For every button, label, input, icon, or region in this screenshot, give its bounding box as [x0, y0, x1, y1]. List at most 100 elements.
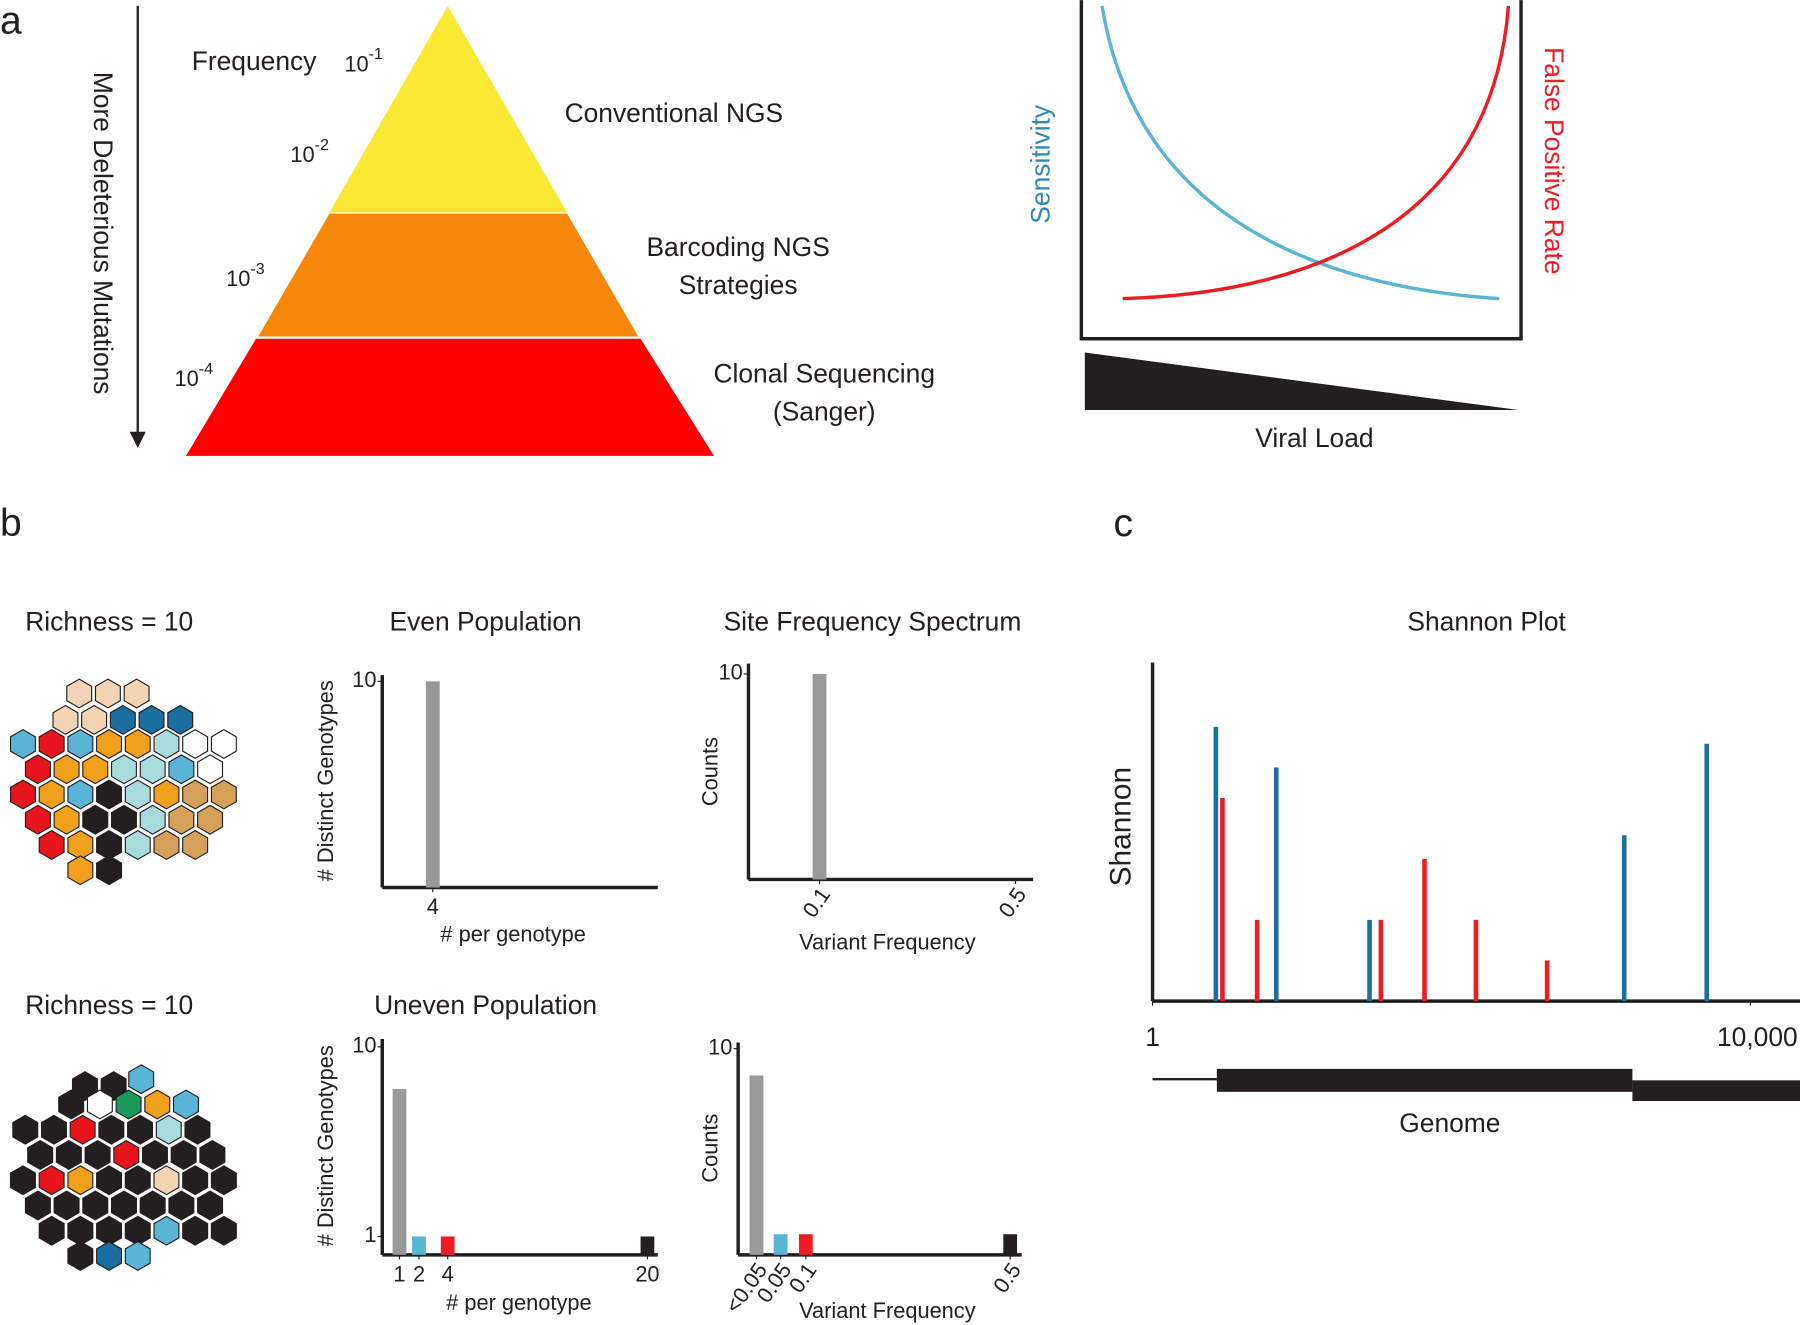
frequency: 10-2: [290, 136, 329, 167]
hexagon: [100, 1071, 127, 1102]
hexagon: [144, 1089, 171, 1120]
hexagon: [139, 804, 166, 835]
hexagon: [67, 779, 94, 810]
frequency: 10-1: [344, 45, 383, 76]
hexagon: [67, 1215, 94, 1246]
x-tick-label: 10,000: [1717, 1022, 1798, 1052]
chart-title: Uneven Population: [374, 990, 597, 1020]
hexagon: [96, 1215, 123, 1246]
tier-label: Clonal Sequencing: [713, 358, 935, 388]
y-axis-label: # Distinct Genotypes: [313, 680, 338, 881]
hexagon: [168, 1190, 195, 1221]
hexagon: [141, 1139, 168, 1170]
hexagon: [71, 1071, 98, 1102]
panel-letter: b: [0, 502, 22, 545]
hexagon: [67, 1165, 94, 1196]
hexagon: [58, 1089, 85, 1120]
genome-label: Genome: [1399, 1108, 1500, 1138]
hexagon: [110, 804, 137, 835]
hexagon: [24, 1190, 51, 1221]
x-tick-label: 4: [442, 1261, 454, 1286]
x-axis-label: # per genotype: [446, 1290, 591, 1315]
bar: [798, 1234, 813, 1255]
x-axis-label: Variant Frequency: [799, 1298, 976, 1323]
hexagon: [139, 754, 166, 785]
richness-label: Richness = 10: [25, 606, 193, 636]
hexagon: [182, 1165, 209, 1196]
chart-title: Site Frequency Spectrum: [724, 606, 1022, 636]
hexagon: [168, 804, 195, 835]
hexagon: [153, 1215, 180, 1246]
hexagon: [124, 1240, 151, 1272]
hexagon: [210, 779, 237, 810]
hexagon: [84, 1139, 111, 1170]
hexagon: [184, 1114, 211, 1145]
hexagon: [167, 704, 194, 735]
tier-label: Strategies: [679, 270, 798, 300]
hexagon: [38, 779, 65, 810]
chart-title: Even Population: [389, 606, 581, 636]
panel-letter: c: [1114, 502, 1134, 545]
hexagon: [82, 1190, 109, 1221]
frequency: 10-4: [174, 360, 213, 391]
y-axis-label: Shannon: [1105, 767, 1138, 886]
pyramid-tier: [258, 213, 639, 337]
x-tick-label: 2: [413, 1261, 425, 1286]
hexagon: [110, 754, 137, 785]
hexagon: [96, 1240, 123, 1272]
hexagon: [124, 779, 151, 810]
sensitivity-curve: [1100, 5, 1500, 301]
y-tick-label: 10: [708, 1034, 732, 1059]
right-axis-label: False Positive Rate: [1539, 47, 1569, 274]
chart-title: Shannon Plot: [1407, 606, 1566, 636]
x-tick-label: 0.1: [784, 1258, 822, 1297]
hexagon: [9, 728, 36, 760]
hexagon: [113, 1139, 140, 1170]
hexagon: [172, 1089, 199, 1120]
hexagon: [197, 1190, 224, 1221]
genome-segment: [1216, 1068, 1633, 1092]
hexagon: [153, 1165, 180, 1196]
hexagon: [98, 1114, 125, 1145]
hexagon: [53, 1190, 80, 1221]
y-axis-label: Counts: [698, 737, 723, 806]
hexagon: [40, 1114, 67, 1145]
hexagon: [24, 754, 51, 785]
x-axis-label: Viral Load: [1255, 423, 1373, 453]
hexagon: [210, 728, 237, 760]
y-tick-label: 10: [352, 667, 376, 692]
hexagon: [127, 1114, 154, 1145]
hexagon: [96, 1165, 123, 1196]
hexagon: [153, 779, 180, 810]
arrow-head: [129, 431, 146, 448]
tier-label: Barcoding NGS: [646, 232, 829, 262]
hexagon: [124, 728, 151, 760]
hexagon: [96, 779, 123, 810]
left-axis-label: Sensitivity: [1025, 104, 1055, 224]
hexagon: [210, 1215, 237, 1246]
hexagon: [110, 1190, 137, 1221]
hexagon: [52, 704, 79, 735]
hexagon: [182, 779, 209, 810]
hexagon: [199, 1139, 226, 1170]
hexagon: [38, 728, 65, 760]
y-tick-label: 1: [364, 1222, 376, 1247]
hexagon: [9, 779, 36, 810]
hexagon: [94, 678, 121, 709]
x-axis-label: Variant Frequency: [799, 930, 976, 955]
hexagon: [82, 804, 109, 835]
y-axis-label: # Distinct Genotypes: [313, 1045, 338, 1246]
hexagon: [170, 1139, 197, 1170]
hexagon: [53, 804, 80, 835]
x-tick-label: 1: [1145, 1022, 1160, 1052]
bar: [640, 1236, 655, 1255]
frequency-label: Frequency: [192, 46, 317, 76]
hexagon: [67, 830, 94, 861]
hexagon: [109, 704, 136, 735]
hexagon: [123, 678, 150, 709]
hexagon: [27, 1139, 54, 1170]
x-tick-label: 20: [635, 1261, 659, 1286]
x-tick-label: 0.5: [993, 883, 1031, 922]
